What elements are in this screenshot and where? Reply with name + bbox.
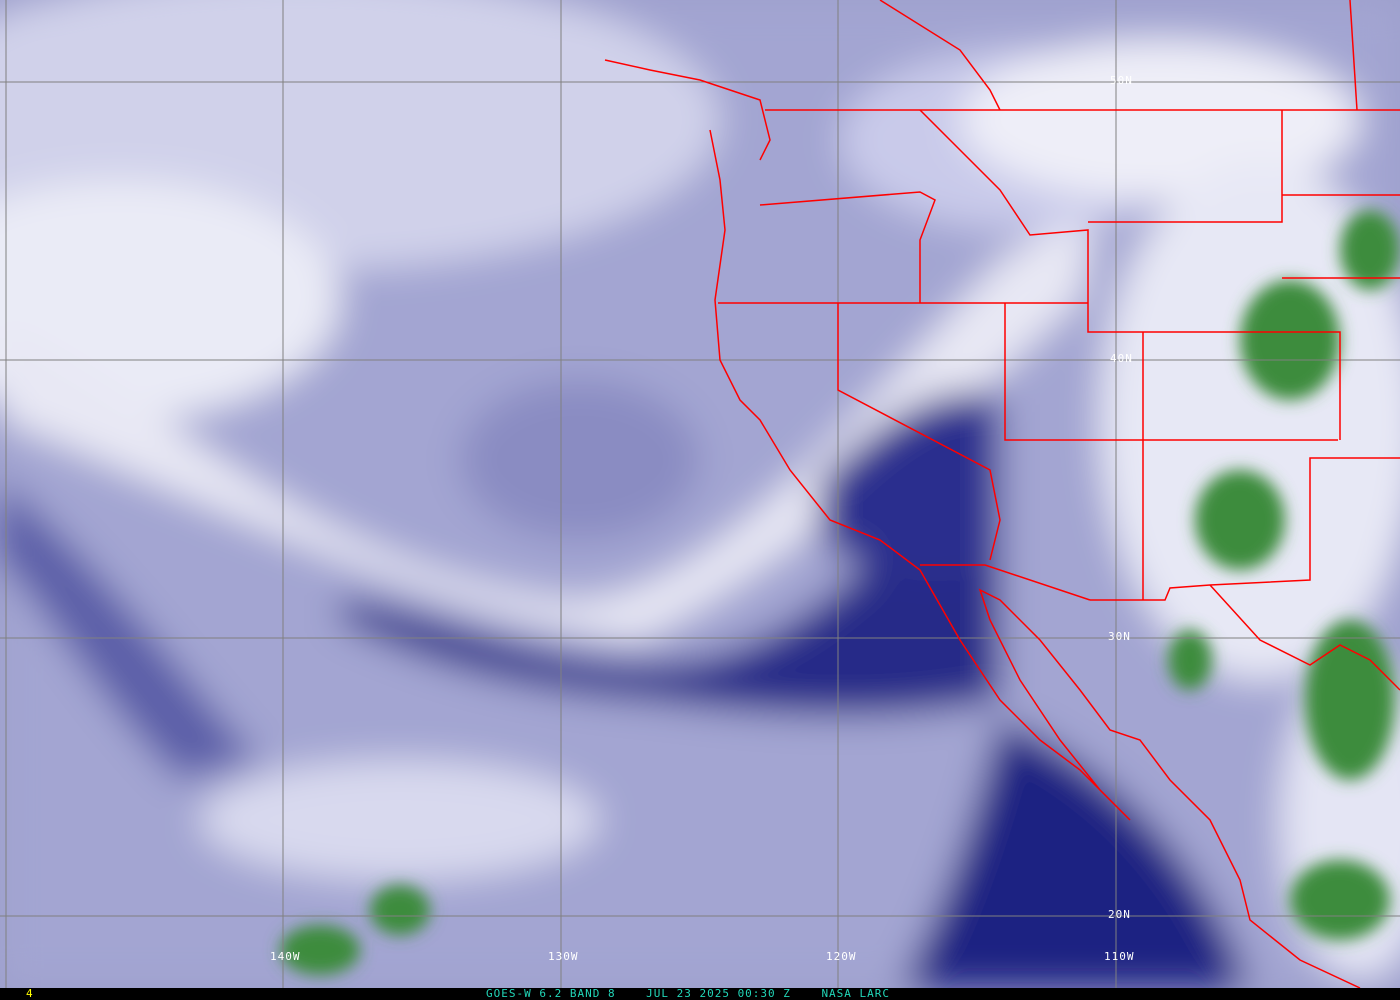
- longitude-label-120w: 120W: [826, 950, 857, 963]
- latitude-label-40n: 40N: [1110, 352, 1133, 365]
- longitude-label-140w: 140W: [270, 950, 301, 963]
- latitude-label-30n: 30N: [1108, 630, 1131, 643]
- longitude-label-110w: 110W: [1104, 950, 1135, 963]
- latitude-label-20n: 20N: [1108, 908, 1131, 921]
- longitude-label-130w: 130W: [548, 950, 579, 963]
- latitude-label-50n: 50N: [1110, 74, 1133, 87]
- caption-satellite: GOES-W 6.2 BAND 8: [486, 987, 616, 1000]
- caption-datetime: JUL 23 2025 00:30 Z: [646, 987, 791, 1000]
- caption-source: NASA LARC: [821, 987, 891, 1000]
- political-boundaries: [604, 0, 1400, 988]
- convective-cloud-tops: [280, 210, 1400, 975]
- caption-bar: [0, 988, 1400, 1000]
- frame-number: 4: [26, 987, 33, 1000]
- image-caption: GOES-W 6.2 BAND 8 JUL 23 2025 00:30 Z NA…: [486, 987, 890, 1000]
